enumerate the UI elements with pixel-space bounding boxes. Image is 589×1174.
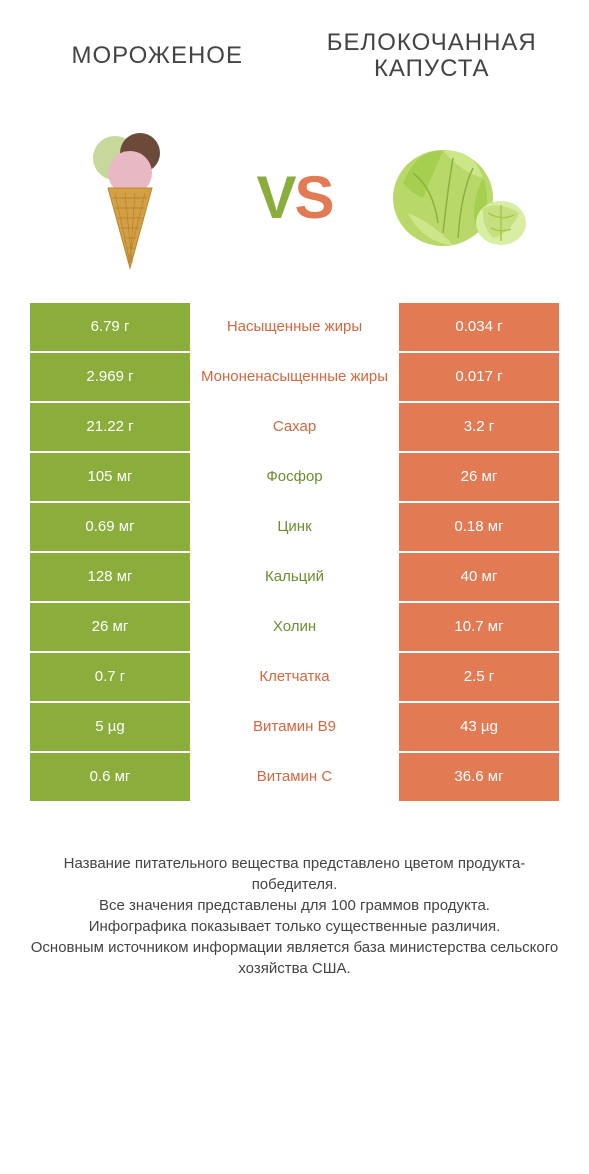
vs-label: VS	[256, 163, 332, 232]
table-row: 26 мгХолин10.7 мг	[30, 603, 559, 653]
title-left: МОРОЖЕНОЕ	[20, 42, 295, 70]
cell-right: 0.017 г	[399, 353, 559, 401]
cell-left: 0.7 г	[30, 653, 190, 701]
header: МОРОЖЕНОЕ БЕЛОКОЧАННАЯ КАПУСТА	[0, 0, 589, 93]
vs-v: V	[256, 164, 294, 231]
footer-line-2: Все значения представлены для 100 граммо…	[30, 895, 559, 916]
cell-left: 21.22 г	[30, 403, 190, 451]
cell-mid: Фосфор	[190, 453, 399, 501]
ice-cream-icon	[55, 123, 205, 273]
cell-mid: Клетчатка	[190, 653, 399, 701]
images-row: VS	[0, 93, 589, 303]
cell-left: 105 мг	[30, 453, 190, 501]
cell-mid: Сахар	[190, 403, 399, 451]
cell-mid: Холин	[190, 603, 399, 651]
cell-mid: Кальций	[190, 553, 399, 601]
table-row: 105 мгФосфор26 мг	[30, 453, 559, 503]
cell-right: 3.2 г	[399, 403, 559, 451]
table-row: 0.6 мгВитамин C36.6 мг	[30, 753, 559, 803]
cell-mid: Витамин C	[190, 753, 399, 801]
cell-left: 0.6 мг	[30, 753, 190, 801]
cell-right: 26 мг	[399, 453, 559, 501]
table-row: 2.969 гМононенасыщенные жиры0.017 г	[30, 353, 559, 403]
footer-line-3: Инфографика показывает только существенн…	[30, 916, 559, 937]
table-row: 21.22 гСахар3.2 г	[30, 403, 559, 453]
cell-mid: Мононенасыщенные жиры	[190, 353, 399, 401]
comparison-table: 6.79 гНасыщенные жиры0.034 г2.969 гМонон…	[0, 303, 589, 803]
footer: Название питательного вещества представл…	[0, 803, 589, 999]
cell-mid: Витамин B9	[190, 703, 399, 751]
cell-right: 0.18 мг	[399, 503, 559, 551]
vs-s: S	[294, 164, 332, 231]
footer-line-4: Основным источником информации является …	[30, 937, 559, 979]
cell-left: 5 µg	[30, 703, 190, 751]
table-row: 128 мгКальций40 мг	[30, 553, 559, 603]
table-row: 6.79 гНасыщенные жиры0.034 г	[30, 303, 559, 353]
table-row: 0.69 мгЦинк0.18 мг	[30, 503, 559, 553]
table-row: 0.7 гКлетчатка2.5 г	[30, 653, 559, 703]
cell-left: 2.969 г	[30, 353, 190, 401]
cell-right: 2.5 г	[399, 653, 559, 701]
cell-mid: Цинк	[190, 503, 399, 551]
table-row: 5 µgВитамин B943 µg	[30, 703, 559, 753]
cell-left: 0.69 мг	[30, 503, 190, 551]
cell-right: 40 мг	[399, 553, 559, 601]
cell-left: 26 мг	[30, 603, 190, 651]
cabbage-icon	[383, 123, 533, 273]
cell-left: 6.79 г	[30, 303, 190, 351]
title-right: БЕЛОКОЧАННАЯ КАПУСТА	[295, 30, 570, 83]
cell-right: 36.6 мг	[399, 753, 559, 801]
cell-left: 128 мг	[30, 553, 190, 601]
footer-line-1: Название питательного вещества представл…	[30, 853, 559, 895]
cell-mid: Насыщенные жиры	[190, 303, 399, 351]
cell-right: 43 µg	[399, 703, 559, 751]
cell-right: 10.7 мг	[399, 603, 559, 651]
cell-right: 0.034 г	[399, 303, 559, 351]
